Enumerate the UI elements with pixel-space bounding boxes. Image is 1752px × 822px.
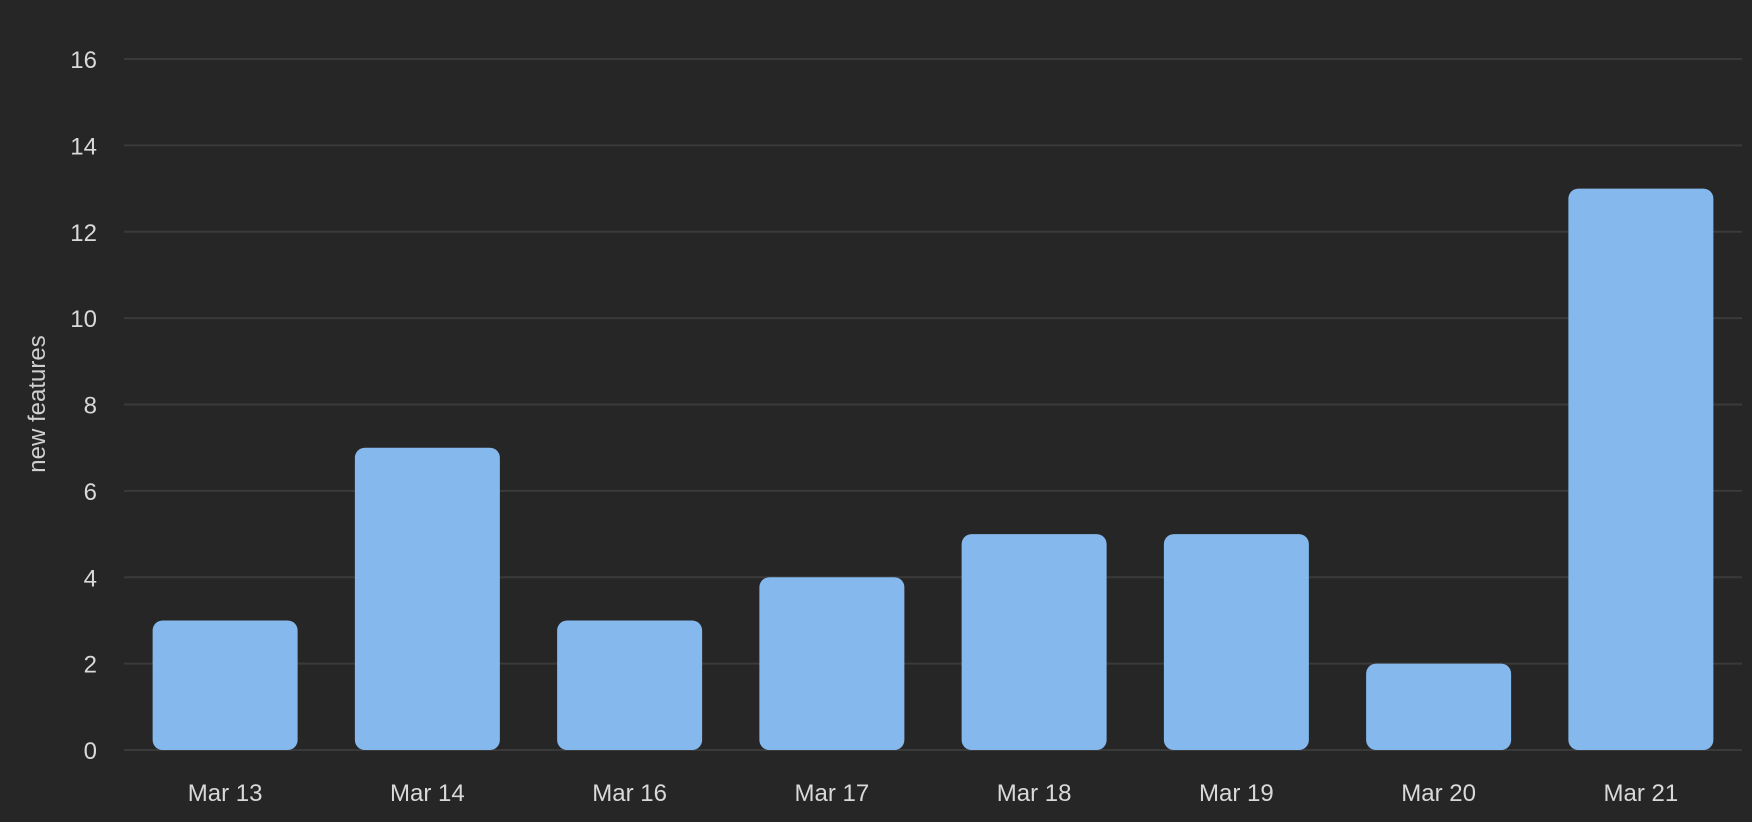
y-tick-label: 0: [84, 738, 97, 765]
bar-mar-20[interactable]: [1366, 663, 1512, 750]
bar-mar-13[interactable]: [152, 620, 298, 750]
bar-mar-21[interactable]: [1568, 188, 1714, 750]
x-tick-label: Mar 16: [592, 780, 667, 807]
bar-mar-14[interactable]: [354, 447, 500, 750]
y-tick-label: 4: [84, 565, 97, 592]
x-tick-label: Mar 20: [1401, 780, 1476, 807]
bar-mar-19[interactable]: [1163, 534, 1309, 750]
y-axis-title: new features: [24, 335, 51, 472]
y-tick-label: 12: [70, 220, 97, 247]
y-tick-label: 16: [70, 47, 97, 74]
y-tick-label: 10: [70, 306, 97, 333]
x-tick-labels: Mar 13 Mar 14 Mar 16 Mar 17 Mar 18 Mar 19 Mar …: [188, 780, 1678, 807]
y-tick-label: 8: [84, 393, 97, 420]
x-tick-label: Mar 17: [795, 780, 870, 807]
bar-mar-18[interactable]: [961, 534, 1107, 750]
y-tick-label: 6: [84, 479, 97, 506]
bar-mar-16[interactable]: [557, 620, 703, 750]
bars: [152, 188, 1714, 750]
x-tick-label: Mar 18: [997, 780, 1072, 807]
x-tick-label: Mar 19: [1199, 780, 1274, 807]
bar-mar-17[interactable]: [759, 577, 905, 750]
x-tick-label: Mar 13: [188, 780, 263, 807]
y-tick-labels: 0 2 4 6 8 10 12 14 16: [70, 47, 97, 765]
y-tick-label: 14: [70, 133, 97, 160]
x-tick-label: Mar 21: [1604, 780, 1679, 807]
x-tick-label: Mar 14: [390, 780, 465, 807]
y-tick-label: 2: [84, 652, 97, 679]
